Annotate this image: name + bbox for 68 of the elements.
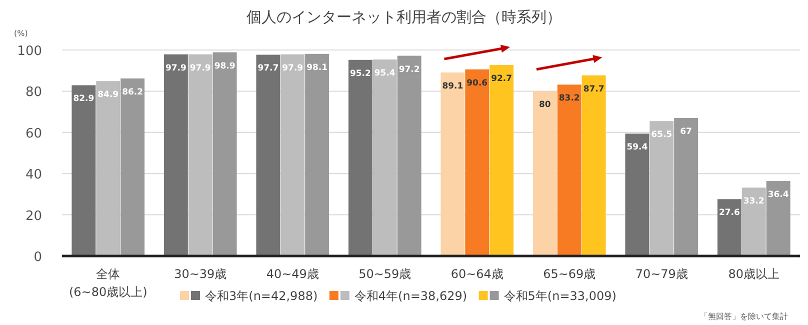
y-tick-label: 40: [25, 168, 42, 183]
data-label: 67: [680, 126, 692, 137]
data-label: 27.6: [718, 208, 740, 218]
bar: [72, 85, 96, 256]
bar: [280, 54, 305, 256]
data-label: 95.4: [374, 68, 396, 78]
data-label: 59.4: [626, 142, 648, 153]
data-label: 89.1: [442, 81, 464, 92]
data-label: 65.5: [651, 130, 672, 140]
legend-label: 令和4年(n=38,629): [354, 289, 468, 303]
data-label: 98.9: [214, 61, 236, 72]
x-tick-label: 60~64歳: [450, 267, 504, 281]
text: 「無回答」を除いて集計: [700, 312, 788, 321]
data-label: 82.9: [73, 94, 94, 104]
bar: [212, 52, 237, 256]
data-label: 83.2: [558, 94, 580, 104]
x-tick-label: 65~69歳: [543, 267, 596, 281]
bar: [120, 78, 145, 256]
data-label: 86.2: [122, 87, 144, 98]
data-label: 97.9: [282, 63, 304, 74]
data-label: 90.6: [466, 78, 488, 88]
data-label: 97.9: [190, 63, 211, 74]
x-tick-label: 50~59歳: [358, 267, 412, 281]
y-tick-label: 80: [25, 85, 42, 100]
data-label: 95.2: [350, 68, 372, 79]
bar: [717, 199, 742, 256]
y-tick-label: 100: [17, 44, 42, 59]
x-tick-label: 40~49歳: [266, 267, 319, 281]
bar: [465, 69, 490, 256]
data-label: 36.4: [768, 190, 789, 200]
bar: [397, 56, 422, 256]
bar: [188, 54, 212, 256]
x-tick-label: 30~39歳: [174, 267, 227, 281]
y-tick-label: 60: [25, 126, 42, 142]
data-label: 84.9: [98, 90, 119, 100]
bar: [766, 181, 790, 256]
data-label: 33.2: [743, 196, 764, 207]
data-label: 80: [539, 100, 551, 110]
bar: [582, 75, 606, 256]
bar: [532, 91, 557, 256]
bar: [742, 188, 766, 256]
data-label: 97.2: [398, 64, 420, 75]
bar: [490, 65, 514, 256]
data-label: 97.9: [165, 63, 187, 74]
x-tick-label: 70~79歳: [635, 267, 688, 281]
bar: [96, 81, 120, 256]
bar: [372, 59, 397, 256]
data-label: 92.7: [491, 74, 512, 84]
y-axis-title: (%): [14, 29, 28, 38]
bar: [650, 121, 674, 256]
bar: [440, 72, 465, 256]
data-label: 87.7: [583, 84, 604, 94]
bar: [674, 118, 698, 256]
x-tick-label: 80歳以上: [728, 267, 780, 281]
chart-title: 個人のインターネット利用者の割合（時系列）: [246, 8, 562, 26]
legend-label: 令和3年(n=42,988): [205, 289, 318, 303]
bar: [305, 54, 330, 256]
bar: [557, 84, 582, 256]
bar: [164, 54, 188, 256]
bar: [256, 54, 280, 256]
bar: [348, 60, 372, 256]
y-tick-label: 20: [25, 208, 42, 224]
data-label: 97.7: [258, 64, 279, 74]
y-tick-label: 0: [34, 250, 42, 265]
legend-label: 令和5年(n=33,009): [504, 289, 616, 303]
data-label: 98.1: [306, 62, 328, 73]
x-tick-label: 全体 (6~80歳以上): [68, 267, 148, 299]
bar: [625, 134, 650, 256]
